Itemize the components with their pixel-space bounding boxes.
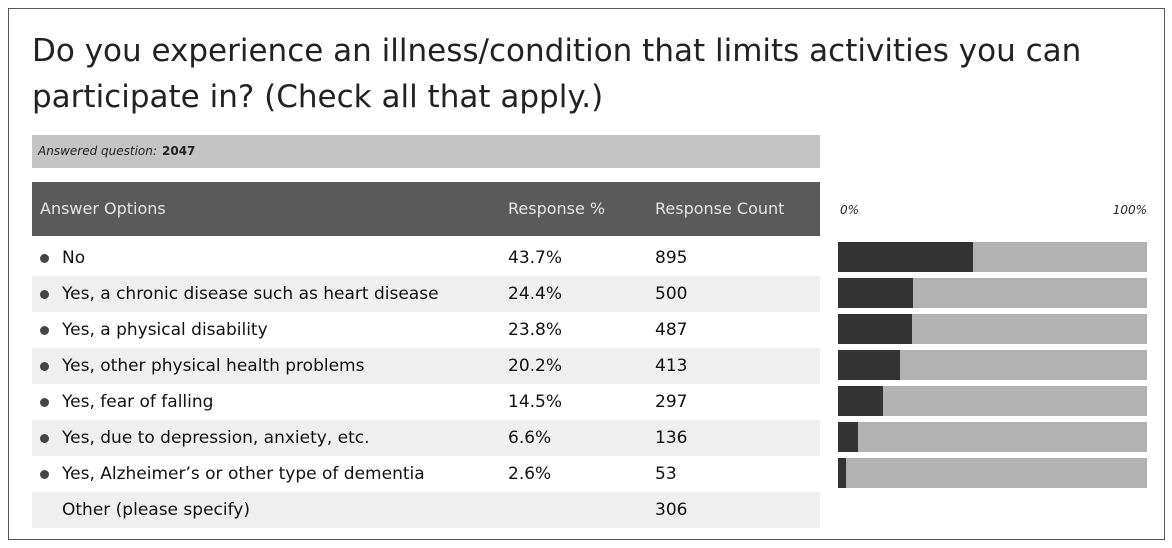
count: 306: [655, 500, 688, 520]
frame: [8, 8, 1165, 540]
row-bg: [32, 348, 820, 384]
scale-min: 0%: [840, 203, 860, 217]
header-cell: Response Count: [655, 199, 785, 218]
option: Yes, other physical health problems: [62, 356, 365, 376]
option: No: [62, 248, 86, 268]
percent: 6.6%: [508, 428, 552, 448]
question-title: Do you experience an illness/condition t…: [32, 33, 1082, 115]
bar-track: [838, 422, 1147, 452]
bar: [838, 242, 974, 272]
bar: [838, 422, 859, 452]
bullet: [40, 290, 49, 299]
table-header: Answer Options Response % Response Count: [32, 182, 820, 236]
option: Yes, due to depression, anxiety, etc.: [62, 428, 370, 448]
bar-track: [838, 386, 1147, 416]
header-cell: Answer Options: [40, 199, 166, 218]
bullet: [40, 434, 49, 443]
percent: 2.6%: [508, 464, 552, 484]
bar: [838, 278, 914, 308]
bar-track: [838, 350, 1147, 380]
bar: [838, 350, 901, 380]
count: 487: [655, 320, 688, 340]
count: 413: [655, 356, 688, 376]
answered-label: Answered question:: [38, 144, 157, 158]
percent: 14.5%: [508, 392, 563, 412]
count: 895: [655, 248, 688, 268]
option: Yes, Alzheimer’s or other type of dement…: [62, 464, 425, 484]
percent: 24.4%: [508, 284, 563, 304]
option: Yes, fear of falling: [62, 392, 214, 412]
bar-track: [838, 458, 1147, 488]
percent: 20.2%: [508, 356, 563, 376]
option: Other (please specify): [62, 500, 250, 520]
row-bg: [32, 276, 820, 312]
scale-max: 100%: [1112, 203, 1147, 217]
bar: [838, 458, 847, 488]
bar: [838, 386, 883, 416]
percent: 43.7%: [508, 248, 563, 268]
bullet: [40, 254, 49, 263]
answered-value: 2047: [162, 144, 196, 158]
bar: [838, 314, 912, 344]
count: 297: [655, 392, 688, 412]
option: Yes, a physical disability: [62, 320, 268, 340]
count: 136: [655, 428, 688, 448]
bar-track: [838, 314, 1147, 344]
bullet: [40, 398, 49, 407]
answered-bar: Answered question: 2047: [32, 135, 820, 168]
count: 53: [655, 464, 677, 484]
count: 500: [655, 284, 688, 304]
row-bg: [32, 420, 820, 456]
row-bg: [32, 492, 820, 528]
option: Yes, a chronic disease such as heart dis…: [62, 284, 439, 304]
bar-track: [838, 278, 1147, 308]
bar-track: [838, 242, 1147, 272]
percent: 23.8%: [508, 320, 563, 340]
header-cell: Response %: [508, 199, 606, 218]
bullet: [40, 326, 49, 335]
bullet: [40, 362, 49, 371]
bullet: [40, 470, 49, 479]
